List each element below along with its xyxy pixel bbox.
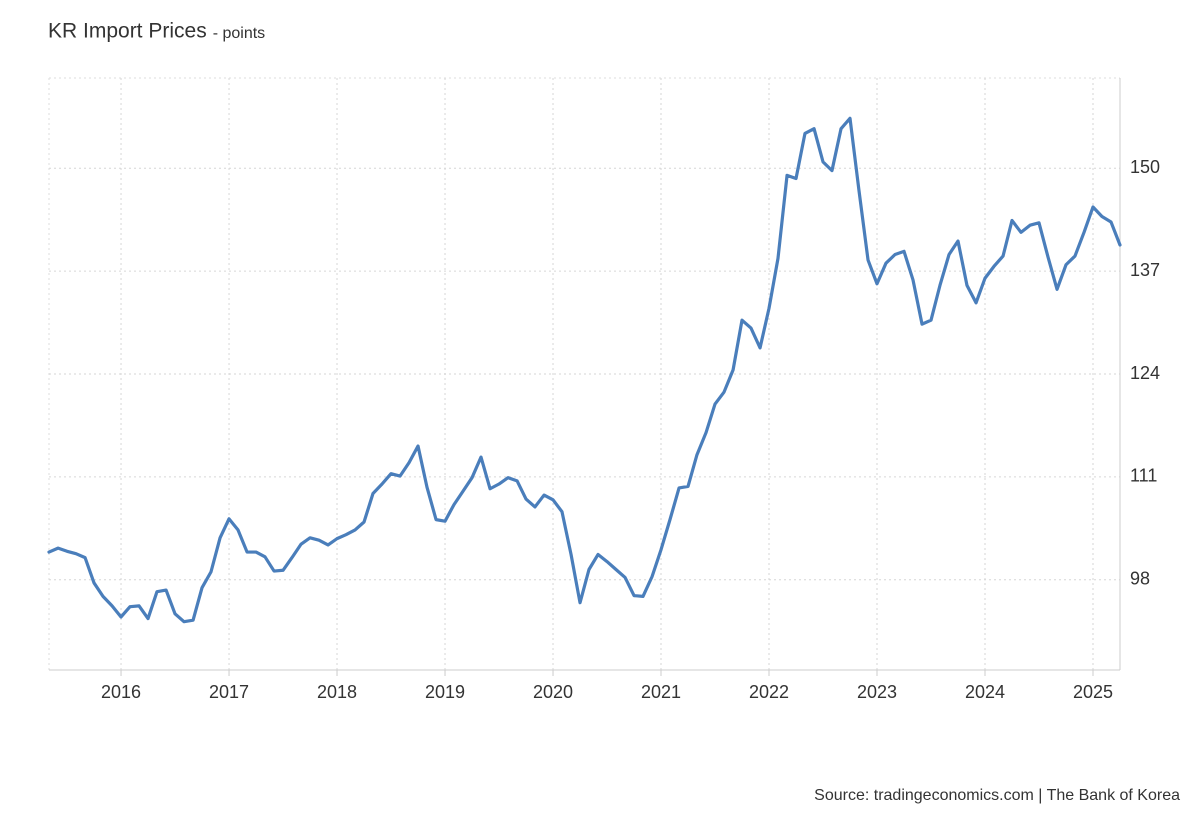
x-tick-label: 2018 (317, 682, 357, 702)
plot-area (47, 116, 1122, 624)
x-tick-label: 2021 (641, 682, 681, 702)
x-tick-label: 2019 (425, 682, 465, 702)
y-tick-label: 124 (1130, 363, 1160, 383)
x-tick-label: 2022 (749, 682, 789, 702)
x-tick-label: 2023 (857, 682, 897, 702)
chart-title: KR Import Prices (48, 20, 207, 43)
y-tick-label: 137 (1130, 260, 1160, 280)
data-line (47, 116, 1122, 624)
source-note: Source: tradingeconomics.com | The Bank … (814, 787, 1180, 804)
x-tick-label: 2017 (209, 682, 249, 702)
x-tick-label: 2024 (965, 682, 1005, 702)
y-tick-label: 111 (1130, 466, 1157, 486)
x-tick-label: 2020 (533, 682, 573, 702)
chart-subtitle: - points (213, 25, 265, 42)
grid: 98 111 124 137 150 2016 2017 2018 2019 2020 2021 20… (48, 77, 1160, 702)
y-tick-label: 150 (1130, 157, 1160, 177)
x-tick-label: 2025 (1073, 682, 1113, 702)
y-tick-label: 98 (1130, 569, 1150, 589)
x-tick-label: 2016 (101, 682, 141, 702)
